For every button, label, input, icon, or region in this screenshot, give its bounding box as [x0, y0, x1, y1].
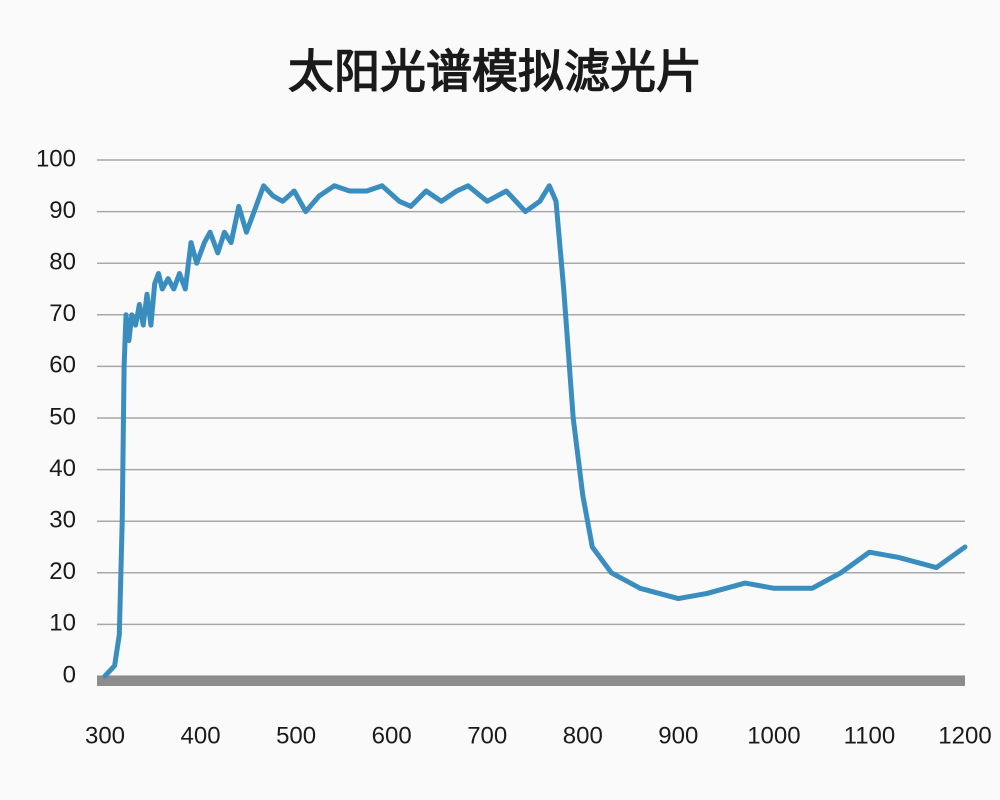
- chart-title: 太阳光谱模拟滤光片: [288, 45, 702, 99]
- data-line: [102, 183, 968, 679]
- y-tick-label: 10: [49, 610, 76, 637]
- y-tick-label: 80: [49, 249, 76, 276]
- y-tick-label: 20: [49, 558, 76, 585]
- x-tick-label: 400: [181, 722, 221, 749]
- x-tick-label: 700: [467, 722, 507, 749]
- x-tick-label: 1200: [938, 722, 991, 749]
- y-tick-label: 50: [49, 403, 76, 430]
- x-tick-label: 1000: [747, 722, 800, 749]
- y-tick-label: 0: [63, 661, 76, 688]
- y-tick-label: 30: [49, 507, 76, 534]
- y-tick-label: 70: [49, 300, 76, 327]
- x-tick-label: 500: [276, 722, 316, 749]
- x-tick-label: 800: [563, 722, 603, 749]
- y-tick-label: 40: [49, 455, 76, 482]
- x-tick-label: 600: [372, 722, 412, 749]
- x-tick-label: 900: [658, 722, 698, 749]
- x-tick-label: 300: [85, 722, 125, 749]
- y-tick-label: 60: [49, 352, 76, 379]
- y-tick-label: 90: [49, 197, 76, 224]
- y-tick-label: 100: [36, 145, 76, 172]
- x-tick-label: 1100: [844, 722, 896, 749]
